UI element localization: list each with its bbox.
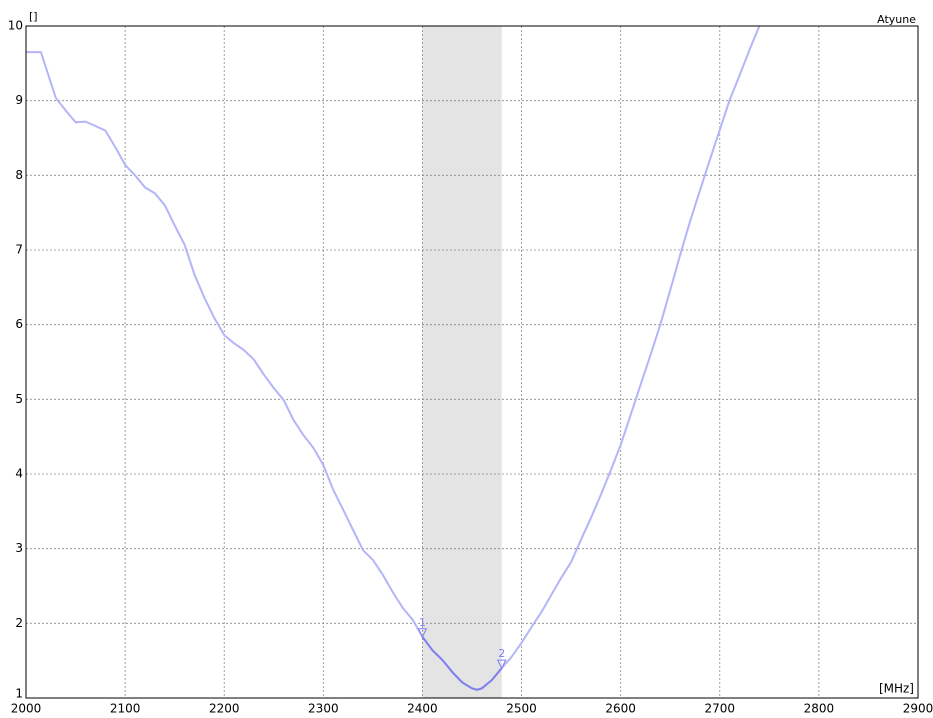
marker xyxy=(496,659,507,670)
y-tick-label: 2 xyxy=(15,616,23,630)
y-tick-label: 9 xyxy=(15,93,23,107)
x-tick-label: 2400 xyxy=(407,702,438,716)
x-tick-label: 2000 xyxy=(11,702,42,716)
marker-label: 1 xyxy=(419,616,426,629)
y-tick-label: 10 xyxy=(8,19,23,33)
y-tick-label: 4 xyxy=(15,467,23,481)
y-tick-label: 8 xyxy=(15,168,23,182)
band xyxy=(422,26,502,698)
x-tick-label: 2200 xyxy=(209,702,240,716)
marker-label: 2 xyxy=(498,647,505,660)
y-tick-label: 7 xyxy=(15,243,23,257)
x-tick-label: 2100 xyxy=(110,702,141,716)
series-line xyxy=(26,26,761,691)
y-tick-label: 5 xyxy=(15,392,23,406)
y-tick-label: 1 xyxy=(15,687,23,701)
x-axis-label: [MHz] xyxy=(879,682,914,696)
y-tick-label: 6 xyxy=(15,317,23,331)
y-axis-label: [] xyxy=(29,10,38,23)
x-tick-label: 2500 xyxy=(506,702,537,716)
x-tick-label: 2300 xyxy=(308,702,339,716)
chart-title: Atyune xyxy=(877,13,916,26)
marker xyxy=(417,628,428,638)
plot-area xyxy=(26,26,918,698)
x-tick-label: 2800 xyxy=(804,702,835,716)
x-tick-label: 2600 xyxy=(605,702,636,716)
highlight-line xyxy=(421,636,503,691)
y-tick-label: 3 xyxy=(15,541,23,555)
x-tick-label: 2700 xyxy=(705,702,736,716)
plot-frame xyxy=(25,25,919,699)
x-tick-label: 2900 xyxy=(903,702,933,716)
